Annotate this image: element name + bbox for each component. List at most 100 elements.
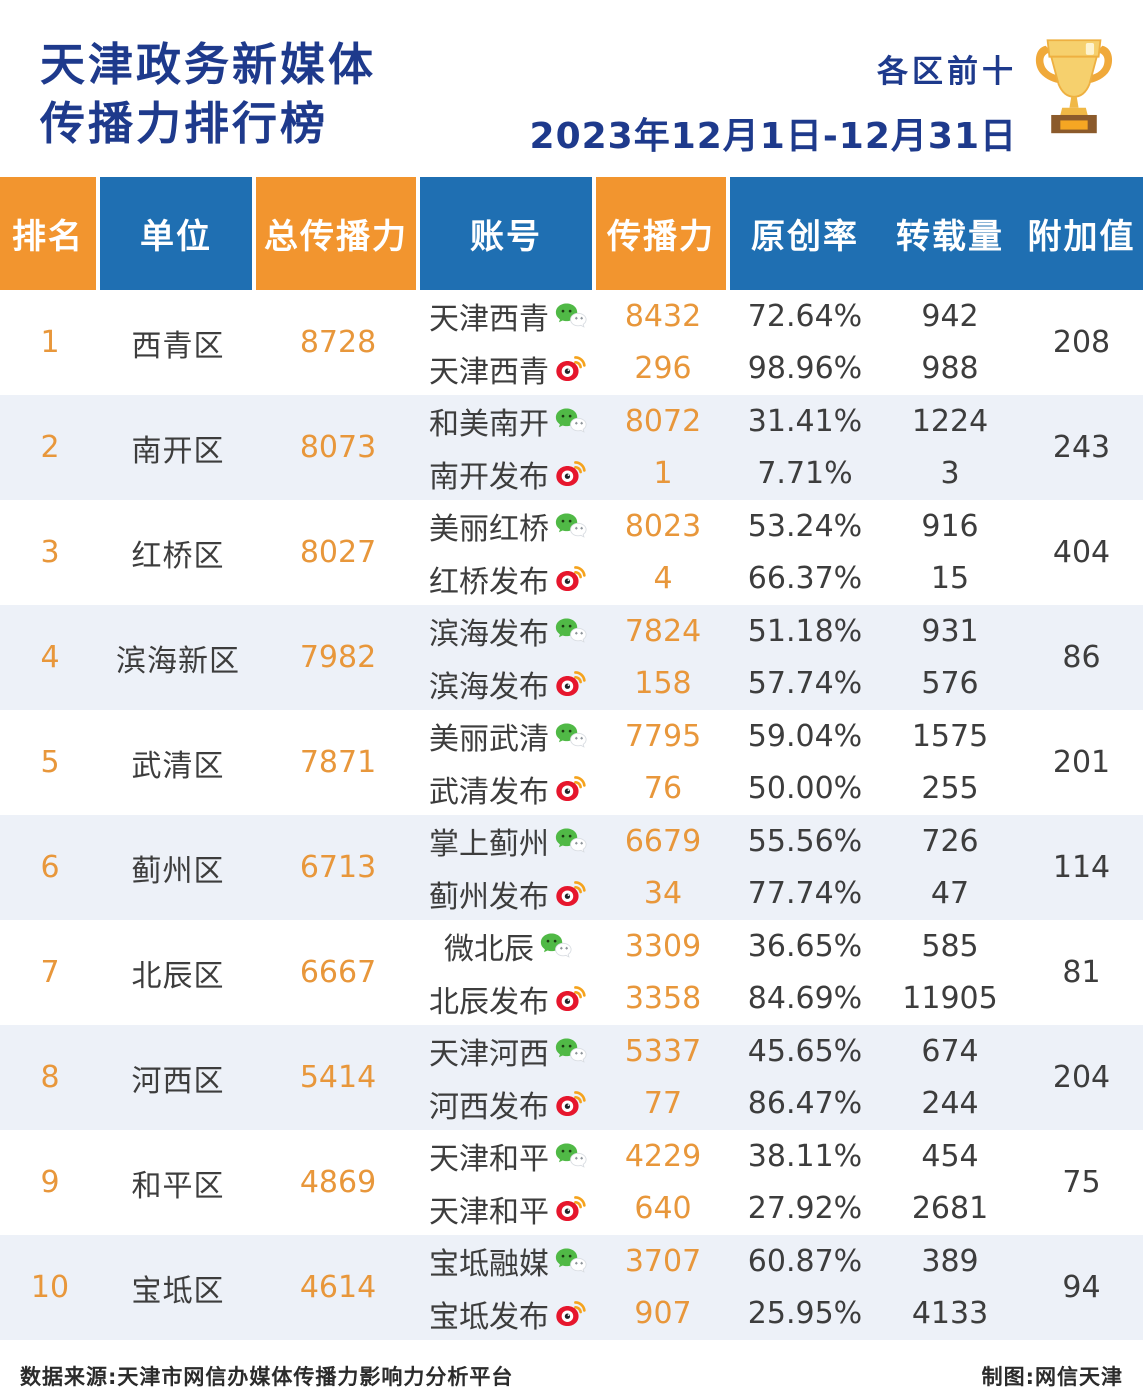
original-rate-cell: 57.74% xyxy=(747,666,863,702)
account-cell-wechat: 滨海发布 xyxy=(420,605,596,658)
account-name: 河西发布 xyxy=(429,1089,549,1125)
rank-cell: 9 xyxy=(40,1165,60,1200)
rank-cell: 8 xyxy=(40,1060,60,1095)
account-cell-wechat: 天津西青 xyxy=(420,290,596,343)
table-row: 6 蓟州区 6713 掌上蓟州 6679 55.56% 726 蓟州发布 xyxy=(0,815,1143,920)
rank-cell: 2 xyxy=(40,430,60,465)
col-header-unit: 单位 xyxy=(100,177,252,290)
account-name: 南开发布 xyxy=(429,459,549,495)
account-cell-weibo: 红桥发布 xyxy=(420,553,596,606)
original-rate-cell: 7.71% xyxy=(757,456,853,492)
weibo-icon xyxy=(556,565,586,591)
reposts-cell: 454 xyxy=(921,1138,979,1174)
account-name: 天津和平 xyxy=(429,1142,549,1178)
col-header-power: 传播力 xyxy=(596,177,726,290)
account-cell-weibo: 蓟州发布 xyxy=(420,868,596,921)
account-cell-wechat: 掌上蓟州 xyxy=(420,815,596,868)
account-name: 蓟州发布 xyxy=(429,879,549,915)
unit-cell: 武清区 xyxy=(131,748,225,784)
power-cell: 640 xyxy=(634,1191,692,1227)
power-cell: 76 xyxy=(643,771,683,807)
unit-cell: 南开区 xyxy=(131,433,225,469)
account-cell-weibo: 滨海发布 xyxy=(420,658,596,711)
added-value-cell: 404 xyxy=(1052,535,1111,570)
total-power-cell: 8027 xyxy=(299,535,377,570)
total-power-cell: 8728 xyxy=(299,325,377,360)
account-name: 滨海发布 xyxy=(429,617,549,653)
table-row: 1 西青区 8728 天津西青 8432 72.64% 942 天津西青 xyxy=(0,290,1143,395)
col-header-total-power: 总传播力 xyxy=(256,177,416,290)
total-power-cell: 7982 xyxy=(299,640,377,675)
original-rate-cell: 59.04% xyxy=(747,718,863,754)
unit-cell: 北辰区 xyxy=(131,958,225,994)
wechat-icon xyxy=(555,723,587,748)
page-footer: 数据来源:天津市网信办媒体传播力影响力分析平台 制图:网信天津 xyxy=(0,1361,1143,1391)
account-name: 掌上蓟州 xyxy=(429,827,549,863)
account-name: 微北辰 xyxy=(444,932,534,968)
reposts-cell: 942 xyxy=(921,298,979,334)
wechat-icon xyxy=(555,408,587,433)
power-cell: 4229 xyxy=(624,1138,702,1174)
account-cell-weibo: 天津西青 xyxy=(420,343,596,396)
power-cell: 8023 xyxy=(624,508,702,544)
total-power-cell: 4869 xyxy=(299,1165,377,1200)
account-cell-wechat: 天津河西 xyxy=(420,1025,596,1078)
account-name: 美丽武清 xyxy=(429,722,549,758)
reposts-cell: 576 xyxy=(921,666,979,702)
added-value-cell: 75 xyxy=(1062,1165,1101,1200)
data-source: 数据来源:天津市网信办媒体传播力影响力分析平台 xyxy=(20,1365,514,1389)
total-power-cell: 6667 xyxy=(299,955,377,990)
reposts-cell: 1224 xyxy=(911,403,989,439)
total-power-cell: 4614 xyxy=(299,1270,377,1305)
subtitle-top-ten: 各区前十 xyxy=(877,54,1017,90)
rank-cell: 7 xyxy=(40,955,60,990)
reposts-cell: 585 xyxy=(921,928,979,964)
account-name: 北辰发布 xyxy=(429,984,549,1020)
original-rate-cell: 86.47% xyxy=(747,1086,863,1122)
original-rate-cell: 36.65% xyxy=(747,928,863,964)
unit-cell: 河西区 xyxy=(131,1063,225,1099)
original-rate-cell: 72.64% xyxy=(747,298,863,334)
power-cell: 8432 xyxy=(624,298,702,334)
power-cell: 3707 xyxy=(624,1243,702,1279)
power-cell: 4 xyxy=(653,561,673,597)
account-name: 滨海发布 xyxy=(429,669,549,705)
total-power-cell: 7871 xyxy=(299,745,377,780)
table-row: 3 红桥区 8027 美丽红桥 8023 53.24% 916 红桥发布 xyxy=(0,500,1143,605)
original-rate-cell: 38.11% xyxy=(747,1138,863,1174)
weibo-icon xyxy=(556,880,586,906)
col-header-reposts: 转载量 xyxy=(896,217,1004,257)
table-row: 9 和平区 4869 天津和平 4229 38.11% 454 天津和平 xyxy=(0,1130,1143,1235)
added-value-cell: 86 xyxy=(1062,640,1101,675)
power-cell: 7824 xyxy=(624,613,702,649)
original-rate-cell: 60.87% xyxy=(747,1243,863,1279)
power-cell: 8072 xyxy=(624,403,702,439)
table-header: 排名 单位 总传播力 账号 传播力 原创率 转载量 附加值 xyxy=(0,177,1143,290)
unit-cell: 和平区 xyxy=(131,1168,225,1204)
account-name: 天津西青 xyxy=(429,354,549,390)
col-header-added-value: 附加值 xyxy=(1027,217,1136,257)
reposts-cell: 931 xyxy=(921,613,979,649)
reposts-cell: 674 xyxy=(921,1033,979,1069)
power-cell: 7795 xyxy=(624,718,702,754)
original-rate-cell: 84.69% xyxy=(747,981,863,1017)
col-header-group: 原创率 转载量 附加值 xyxy=(730,177,1143,290)
date-range: 2023年12月1日-12月31日 xyxy=(529,116,1017,157)
account-cell-weibo: 宝坻发布 xyxy=(420,1288,596,1341)
original-rate-cell: 31.41% xyxy=(747,403,863,439)
original-rate-cell: 25.95% xyxy=(747,1296,863,1332)
power-cell: 1 xyxy=(653,456,673,492)
original-rate-cell: 27.92% xyxy=(747,1191,863,1227)
reposts-cell: 244 xyxy=(921,1086,979,1122)
account-cell-wechat: 天津和平 xyxy=(420,1130,596,1183)
table-row: 8 河西区 5414 天津河西 5337 45.65% 674 河西发布 xyxy=(0,1025,1143,1130)
original-rate-cell: 50.00% xyxy=(747,771,863,807)
weibo-icon xyxy=(556,985,586,1011)
wechat-icon xyxy=(555,618,587,643)
reposts-cell: 255 xyxy=(921,771,979,807)
account-cell-wechat: 美丽武清 xyxy=(420,710,596,763)
banner-right-texts: 各区前十 2023年12月1日-12月31日 xyxy=(530,32,1017,159)
power-cell: 77 xyxy=(643,1086,683,1122)
wechat-icon xyxy=(555,513,587,538)
account-cell-wechat: 宝坻融媒 xyxy=(420,1235,596,1288)
